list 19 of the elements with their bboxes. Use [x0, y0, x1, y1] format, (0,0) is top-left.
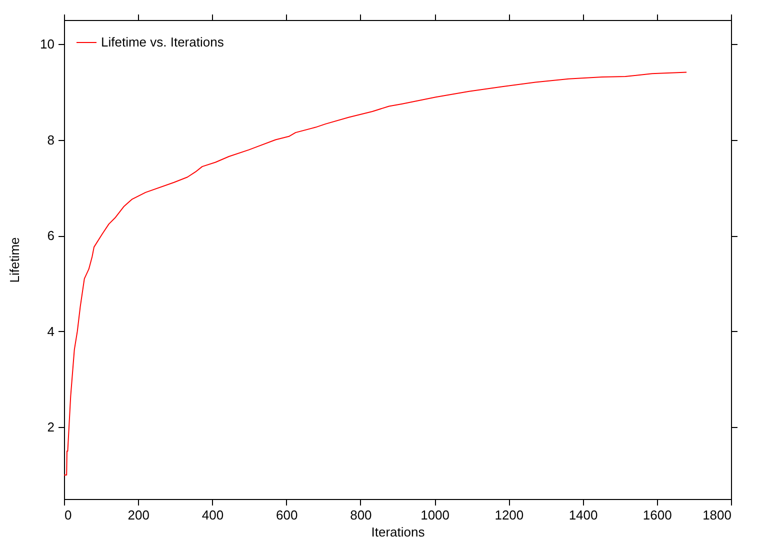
- x-tick-label: 1800: [702, 508, 732, 522]
- x-tick-label: 1600: [642, 508, 672, 522]
- y-tick-label: 10: [40, 36, 54, 52]
- y-tick-label: 2: [47, 420, 54, 435]
- x-axis-title: Iterations: [371, 524, 426, 540]
- x-tick-label: 1200: [494, 508, 524, 522]
- x-tick-label: 400: [202, 508, 224, 522]
- x-tick-label: 0: [64, 508, 72, 522]
- y-axis-title: Lifetime: [7, 237, 22, 283]
- y-tick-label: 8: [47, 132, 54, 148]
- y-tick-label: 6: [47, 228, 54, 244]
- x-tick-label: 1400: [568, 508, 598, 522]
- legend-label: Lifetime vs. Iterations: [101, 34, 224, 50]
- x-tick-label: 800: [350, 508, 372, 522]
- y-tick-label: 4: [47, 324, 54, 339]
- x-tick-label: 200: [128, 508, 150, 522]
- line-series: [64, 72, 688, 476]
- x-tick-label: 600: [276, 508, 298, 522]
- x-tick-label: 1000: [420, 508, 450, 522]
